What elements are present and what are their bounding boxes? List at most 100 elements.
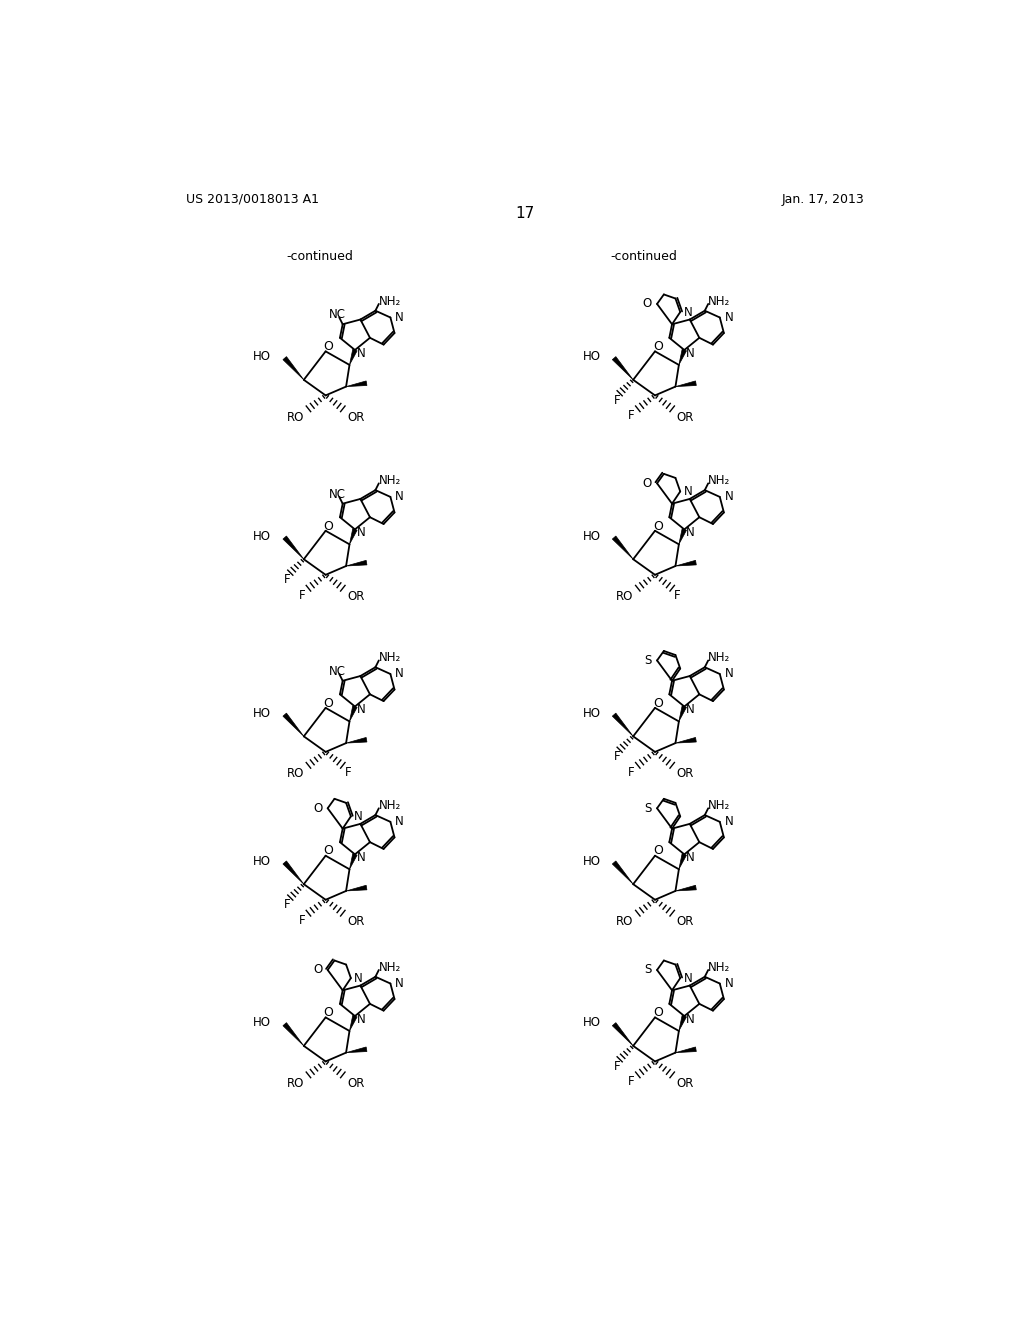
Text: S: S [644,801,651,814]
Text: O: O [642,477,651,490]
Polygon shape [349,854,357,870]
Polygon shape [283,1023,304,1045]
Text: F: F [628,409,635,422]
Text: N: N [725,312,733,323]
Polygon shape [349,706,357,722]
Text: F: F [613,750,621,763]
Text: NH₂: NH₂ [709,294,730,308]
Text: N: N [684,484,692,498]
Text: NH₂: NH₂ [379,474,401,487]
Text: OR: OR [347,915,365,928]
Polygon shape [679,528,686,544]
Text: HO: HO [253,706,271,719]
Text: RO: RO [287,1077,304,1089]
Polygon shape [612,356,633,380]
Text: NH₂: NH₂ [709,961,730,974]
Polygon shape [349,1015,357,1031]
Text: F: F [345,766,351,779]
Text: HO: HO [253,350,271,363]
Text: N: N [395,816,403,829]
Text: N: N [395,668,403,681]
Text: N: N [725,816,733,829]
Text: O: O [324,1006,333,1019]
Text: N: N [395,977,403,990]
Polygon shape [283,861,304,884]
Text: OR: OR [677,1077,694,1089]
Polygon shape [283,356,304,380]
Text: F: F [284,573,291,586]
Polygon shape [612,536,633,560]
Text: RO: RO [287,411,304,424]
Text: N: N [357,851,366,865]
Text: O: O [324,697,333,710]
Text: O: O [652,520,663,532]
Polygon shape [676,738,696,743]
Text: NH₂: NH₂ [379,799,401,812]
Polygon shape [676,1047,696,1052]
Polygon shape [676,381,696,387]
Polygon shape [349,528,357,544]
Text: RO: RO [615,590,633,603]
Polygon shape [346,561,367,566]
Text: NH₂: NH₂ [379,961,401,974]
Text: HO: HO [583,854,600,867]
Text: NC: NC [329,309,346,321]
Text: N: N [357,1012,366,1026]
Text: F: F [613,393,621,407]
Text: HO: HO [253,854,271,867]
Polygon shape [679,350,686,364]
Polygon shape [346,886,367,891]
Text: OR: OR [347,1077,365,1089]
Text: US 2013/0018013 A1: US 2013/0018013 A1 [186,193,319,206]
Text: S: S [644,964,651,977]
Text: O: O [324,520,333,532]
Polygon shape [676,886,696,891]
Text: N: N [395,491,403,503]
Polygon shape [283,713,304,737]
Text: O: O [313,964,323,977]
Text: O: O [652,1006,663,1019]
Polygon shape [679,706,686,722]
Text: O: O [324,341,333,354]
Text: NH₂: NH₂ [379,294,401,308]
Polygon shape [679,854,686,870]
Text: O: O [652,341,663,354]
Polygon shape [283,536,304,560]
Polygon shape [346,381,367,387]
Text: HO: HO [253,529,271,543]
Text: F: F [628,1076,635,1088]
Text: OR: OR [677,411,694,424]
Text: N: N [725,668,733,681]
Polygon shape [676,561,696,566]
Text: F: F [628,766,635,779]
Polygon shape [349,350,357,364]
Text: N: N [354,972,364,985]
Text: O: O [324,845,333,858]
Text: N: N [686,704,695,717]
Polygon shape [346,738,367,743]
Text: N: N [686,1012,695,1026]
Text: F: F [299,913,305,927]
Text: N: N [686,527,695,540]
Text: N: N [684,305,692,318]
Text: F: F [674,589,681,602]
Text: N: N [357,527,366,540]
Text: N: N [354,810,364,822]
Text: -continued: -continued [287,251,353,264]
Text: NC: NC [329,665,346,677]
Text: N: N [725,977,733,990]
Text: -continued: -continued [610,251,677,264]
Text: NH₂: NH₂ [709,474,730,487]
Text: NC: NC [329,487,346,500]
Text: F: F [613,1060,621,1073]
Text: N: N [686,851,695,865]
Text: OR: OR [347,411,365,424]
Polygon shape [612,713,633,737]
Text: HO: HO [253,1016,271,1030]
Text: HO: HO [583,1016,600,1030]
Text: 17: 17 [515,206,535,222]
Text: HO: HO [583,529,600,543]
Text: HO: HO [583,350,600,363]
Polygon shape [346,1047,367,1052]
Text: N: N [357,704,366,717]
